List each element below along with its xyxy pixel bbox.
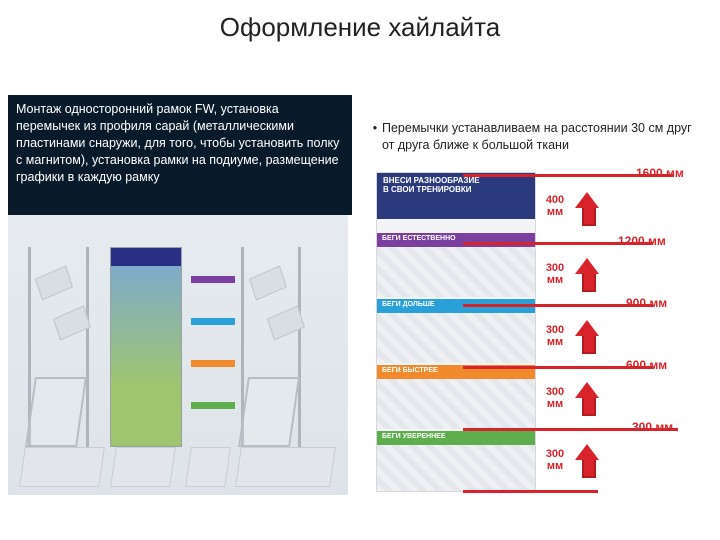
label-900: 900 мм	[626, 296, 667, 310]
label-1200: 1200 мм	[618, 234, 666, 248]
label-600: 600 мм	[626, 358, 667, 372]
left-column: Монтаж односторонний рамок FW, установка…	[8, 95, 352, 495]
page-title: Оформление хайлайта	[0, 0, 720, 43]
gap-300b: 300 мм	[540, 324, 570, 348]
label-1600: 1600 мм	[636, 166, 684, 180]
rack-render-image	[8, 215, 348, 495]
arrow-icon	[578, 384, 596, 416]
panel-headline-2: В СВОИ ТРЕНИРОВКИ	[383, 186, 529, 195]
gap-300c: 300 мм	[540, 386, 570, 410]
bullet-marker: •	[368, 120, 382, 154]
arrow-icon	[578, 446, 596, 478]
band-green: БЕГИ УВЕРЕННЕЕ	[377, 431, 535, 445]
arrow-icon	[578, 194, 596, 226]
bullet-item: • Перемычки устанавливаем на расстоянии …	[368, 120, 708, 154]
gap-300a: 300 мм	[540, 262, 570, 286]
panel-header: ВНЕСИ РАЗНООБРАЗИЕ В СВОИ ТРЕНИРОВКИ asi…	[377, 173, 535, 219]
fabric-panel: ВНЕСИ РАЗНООБРАЗИЕ В СВОИ ТРЕНИРОВКИ asi…	[376, 172, 536, 492]
assembly-description: Монтаж односторонний рамок FW, установка…	[8, 95, 352, 215]
right-column: • Перемычки устанавливаем на расстоянии …	[368, 120, 708, 502]
arrow-icon	[578, 260, 596, 292]
gap-300d: 300 мм	[540, 448, 570, 472]
gap-400: 400 мм	[540, 194, 570, 218]
arrow-icon	[578, 322, 596, 354]
banner-graphic	[110, 247, 182, 447]
bullet-text: Перемычки устанавливаем на расстоянии 30…	[382, 120, 708, 154]
label-300: 300 мм	[632, 420, 673, 434]
spacing-diagram: ВНЕСИ РАЗНООБРАЗИЕ В СВОИ ТРЕНИРОВКИ asi…	[368, 172, 698, 502]
